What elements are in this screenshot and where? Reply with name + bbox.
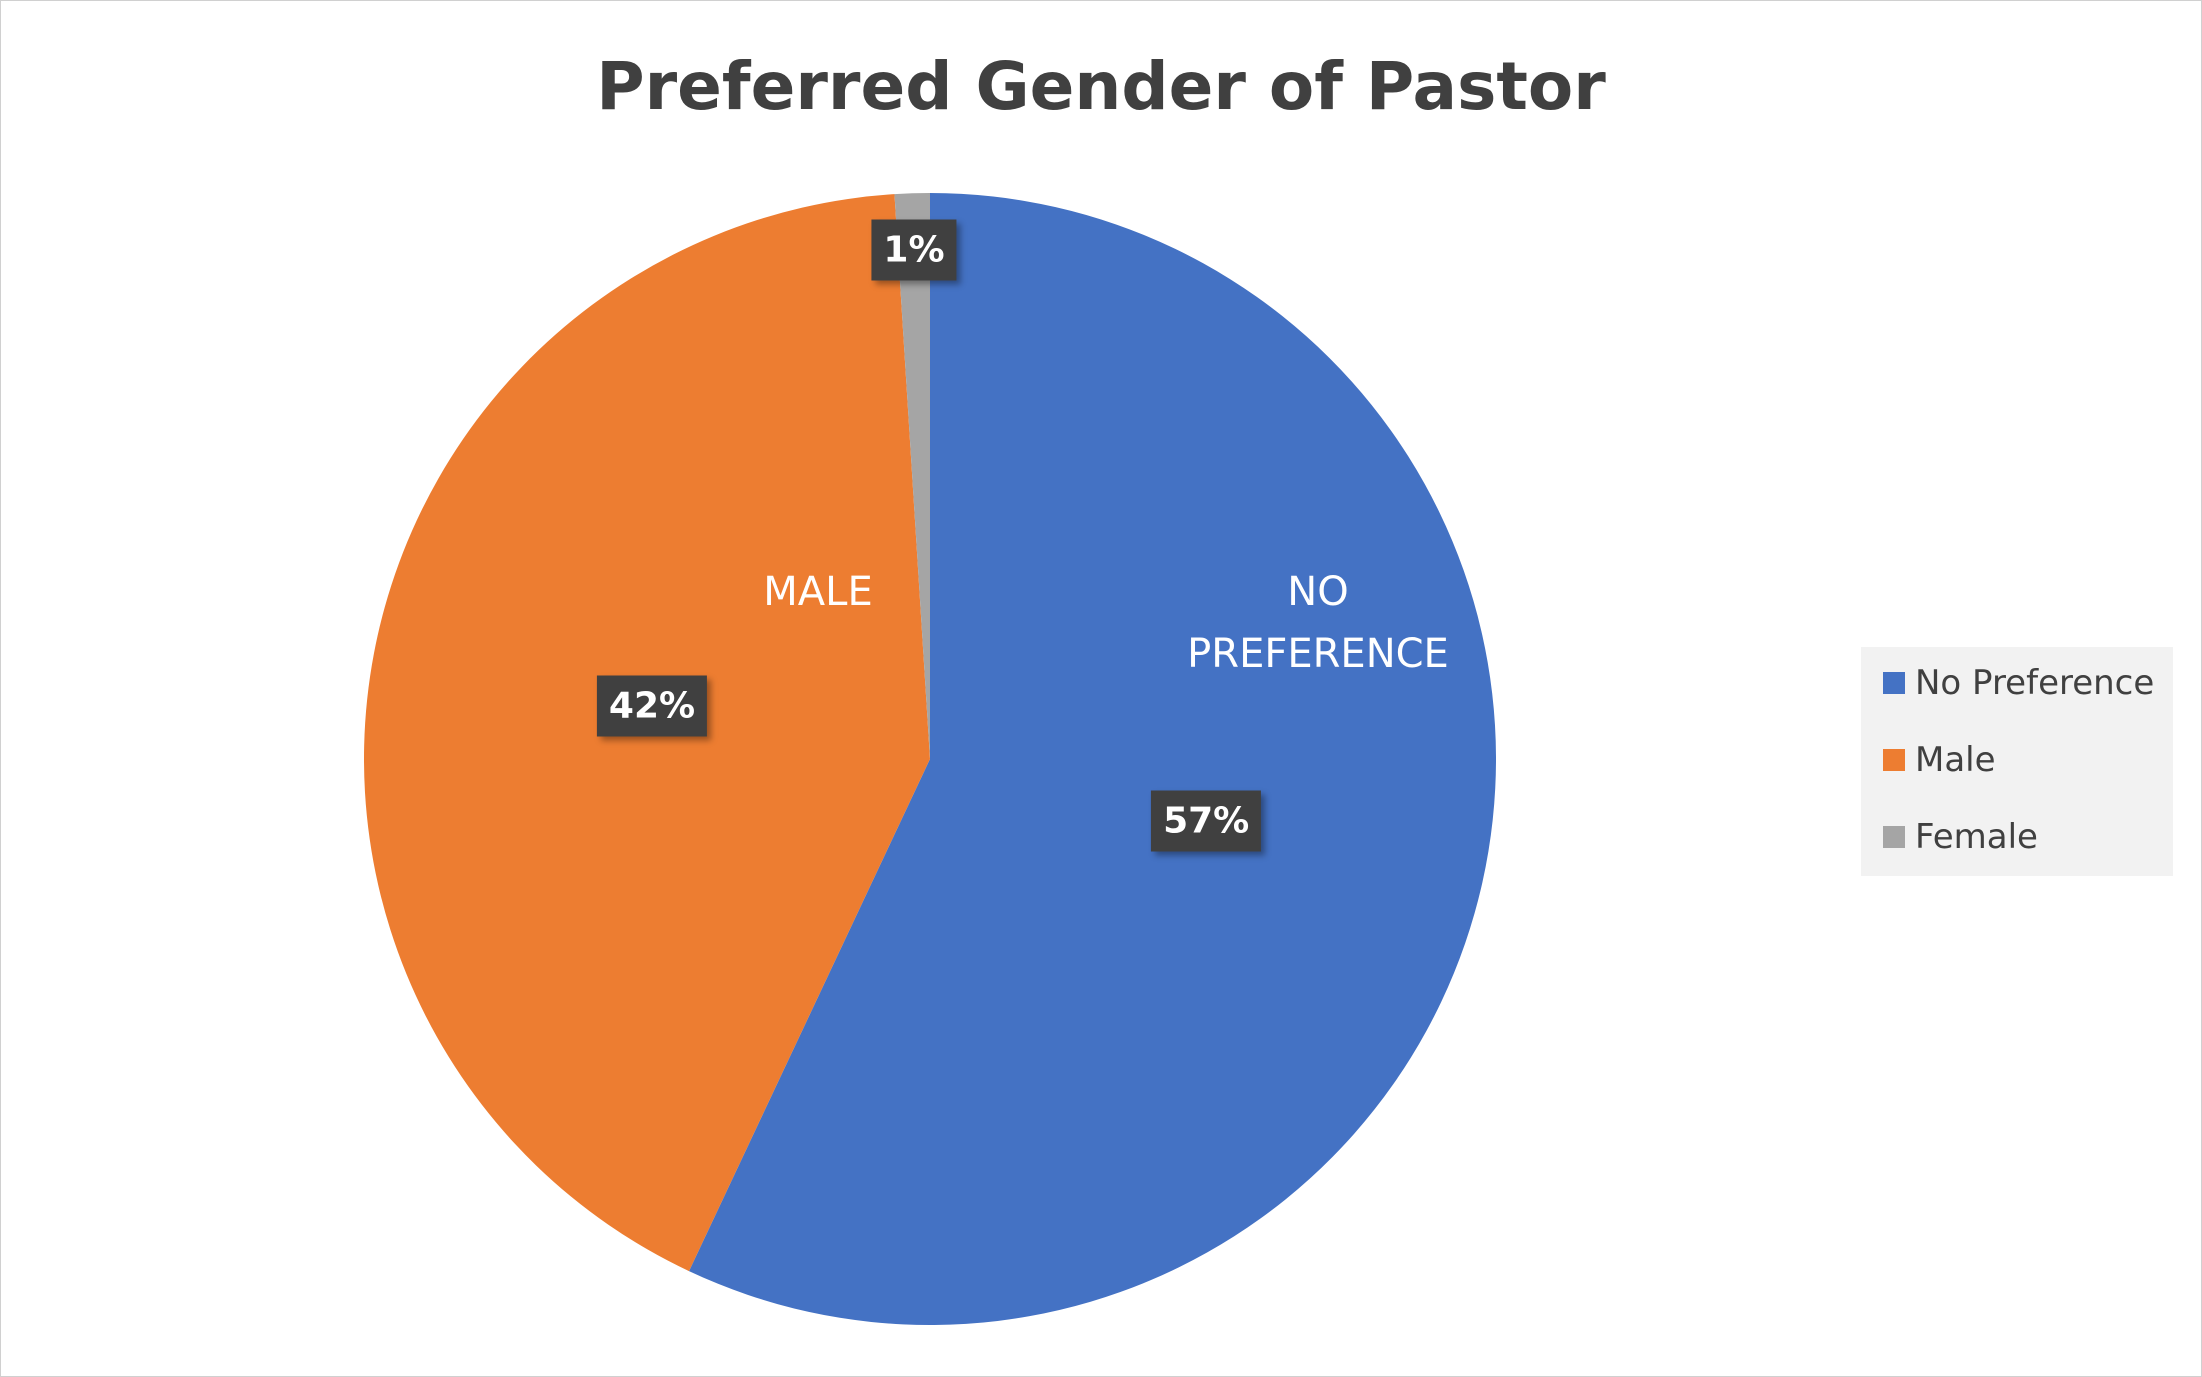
slice-label: MALE — [763, 569, 873, 615]
legend: No Preference Male Female — [1861, 647, 2173, 876]
legend-item: Male — [1883, 740, 1996, 780]
data-label: 57% — [1151, 790, 1262, 852]
slice-label: NO PREFERENCE — [1187, 569, 1449, 677]
legend-item: No Preference — [1883, 663, 2154, 703]
legend-label: Male — [1915, 740, 1996, 780]
legend-swatch — [1883, 672, 1905, 694]
chart-title: Preferred Gender of Pastor — [596, 48, 1606, 125]
legend-swatch — [1883, 749, 1905, 771]
data-label: 42% — [596, 675, 708, 737]
data-label: 1% — [871, 219, 957, 281]
pie-slice — [689, 193, 1497, 1325]
legend-item: Female — [1883, 817, 2038, 857]
legend-label: Female — [1915, 817, 2038, 857]
pie-slice — [894, 193, 930, 759]
legend-label: No Preference — [1915, 663, 2155, 703]
legend-swatch — [1883, 826, 1905, 848]
